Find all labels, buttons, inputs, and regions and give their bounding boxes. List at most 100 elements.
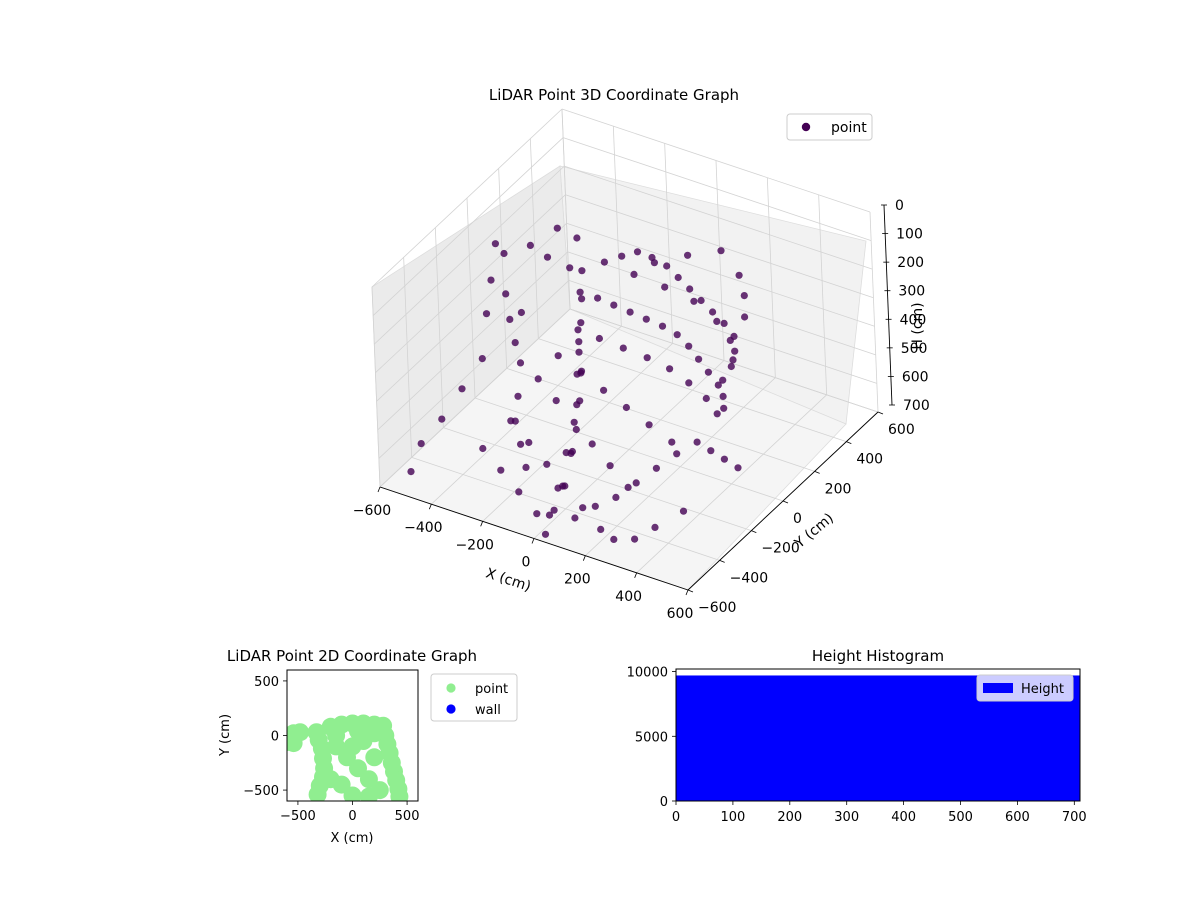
histogram-ytick-label: 10000	[627, 666, 668, 681]
histogram: Height Histogram 0 100 200 300 400 500 600 7000…	[627, 647, 1087, 825]
histogram-frame	[675, 668, 1081, 802]
plot3d: LiDAR Point 3D Coordinate Graph −600 −400…	[353, 86, 930, 622]
plot3d-ztick-label: 300	[898, 284, 925, 300]
plot3d-grid	[371, 108, 879, 591]
plot3d-data-point	[514, 392, 522, 400]
plot2d-points	[287, 714, 409, 801]
plot3d-data-point	[478, 355, 486, 363]
plot3d-data-point	[714, 381, 722, 389]
plot3d-data-point	[482, 310, 491, 318]
plot3d-legend: point	[786, 113, 873, 141]
plot3d-data-point	[661, 283, 669, 291]
plot2d-legend-label-point: point	[475, 682, 508, 697]
histogram-legend: Height	[976, 674, 1074, 702]
plot3d-zlabel: H (cm)	[910, 302, 926, 349]
plot2d-legend: point wall	[430, 673, 518, 722]
plot2d-legend-marker-wall	[446, 704, 456, 714]
plot3d-data-point	[658, 322, 667, 330]
plot3d-data-point	[545, 511, 554, 519]
plot2d-legend-marker-point	[446, 683, 456, 693]
plot3d-data-point	[695, 355, 703, 363]
plot3d-data-point	[619, 344, 627, 352]
plot3d-ytick-label: −600	[698, 600, 736, 616]
plot3d-data-point	[575, 348, 583, 356]
plot3d-data-point	[740, 292, 748, 300]
plot3d-data-point	[571, 514, 579, 522]
plot3d-data-point	[570, 418, 578, 426]
plot3d-ytick-label: −200	[761, 541, 799, 557]
plot3d-data-point	[506, 315, 514, 323]
plot2d-xtick-label: −500	[280, 809, 316, 824]
plot3d-data-point	[576, 288, 584, 296]
plot3d-data-point	[668, 438, 676, 446]
histogram-legend-box	[976, 674, 1074, 702]
plot3d-data-point	[541, 530, 550, 538]
plot3d-data-point	[550, 506, 558, 514]
plot3d-data-point	[500, 249, 508, 258]
plot3d-xtick-label: 0	[522, 555, 531, 571]
plot3d-data-point	[572, 425, 580, 434]
plot3d-data-point	[600, 258, 609, 266]
plot2d-data-point	[365, 724, 384, 743]
plot3d-data-point	[630, 270, 638, 278]
plot2d-data-point	[359, 770, 378, 789]
histogram-xtick-label: 700	[1062, 810, 1087, 825]
plot3d-data-point	[685, 342, 693, 350]
plot3d-data-point	[517, 308, 526, 317]
plot3d-data-point	[534, 375, 542, 383]
plot2d-data-point	[359, 787, 378, 801]
plot3d-ytick-label: 600	[888, 422, 915, 438]
plot3d-data-point	[610, 301, 618, 309]
plot3d-data-point	[727, 362, 735, 371]
histogram-xtick-label: 200	[777, 810, 802, 825]
plot2d-data-point	[287, 734, 303, 753]
plot3d-data-point	[731, 347, 739, 355]
plot3d-ztick-label: 500	[901, 341, 928, 357]
plot3d-data-point	[734, 464, 742, 472]
plot3d-data-point	[577, 319, 585, 327]
plot3d-legend-marker-point	[801, 122, 811, 132]
plot3d-data-point	[487, 276, 495, 284]
plot3d-data-point	[612, 493, 620, 501]
plot3d-data-point	[597, 525, 605, 534]
plot2d-data-point	[390, 787, 409, 801]
plot3d-data-point	[632, 479, 640, 487]
plot2d-data-point	[321, 770, 340, 789]
plot2d-title: LiDAR Point 2D Coordinate Graph	[227, 647, 477, 665]
plot3d-data-point	[720, 404, 728, 412]
plot3d-data-point	[686, 285, 694, 293]
plot3d-data-point	[562, 449, 570, 457]
plot2d: LiDAR Point 2D Coordinate Graph −500−500…	[218, 647, 518, 846]
histogram-xtick-label: 500	[948, 810, 973, 825]
plot3d-data-point	[554, 352, 562, 360]
plot3d-data-point	[578, 295, 586, 303]
plot3d-data-point	[707, 447, 715, 455]
plot3d-ytick-label: −400	[730, 570, 768, 586]
plot3d-data-point	[553, 224, 561, 232]
plot3d-data-point	[618, 252, 626, 260]
plot3d-xtick-label: −200	[455, 537, 493, 553]
plot3d-data-point	[502, 290, 510, 298]
histogram-xtick-label: 100	[720, 810, 745, 825]
plot3d-data-point	[720, 319, 728, 327]
plot2d-data-point	[349, 759, 367, 778]
plot2d-ytick-label: 0	[271, 730, 279, 745]
plot3d-ztick-label: 0	[895, 198, 904, 214]
plot3d-data-point	[726, 336, 734, 344]
plot3d-xtick-label: −600	[353, 503, 391, 519]
plot2d-ticks: −500−500 0 0 500 500	[243, 675, 419, 824]
histogram-legend-swatch	[983, 683, 1013, 693]
plot3d-data-point	[666, 365, 674, 373]
plot3d-ztick-label: 600	[902, 369, 929, 385]
plot3d-data-point	[679, 507, 688, 515]
plot3d-data-point	[600, 386, 608, 394]
plot3d-data-point	[566, 264, 574, 272]
plot3d-data-point	[526, 241, 535, 249]
plot3d-data-point	[674, 273, 682, 282]
plot3d-data-point	[606, 462, 614, 470]
plot2d-data-point	[343, 786, 362, 801]
plot3d-data-point	[543, 460, 551, 468]
plot3d-ztick-label: 200	[897, 255, 924, 271]
histogram-ytick-label: 5000	[635, 730, 668, 745]
plot3d-data-point	[645, 421, 653, 429]
